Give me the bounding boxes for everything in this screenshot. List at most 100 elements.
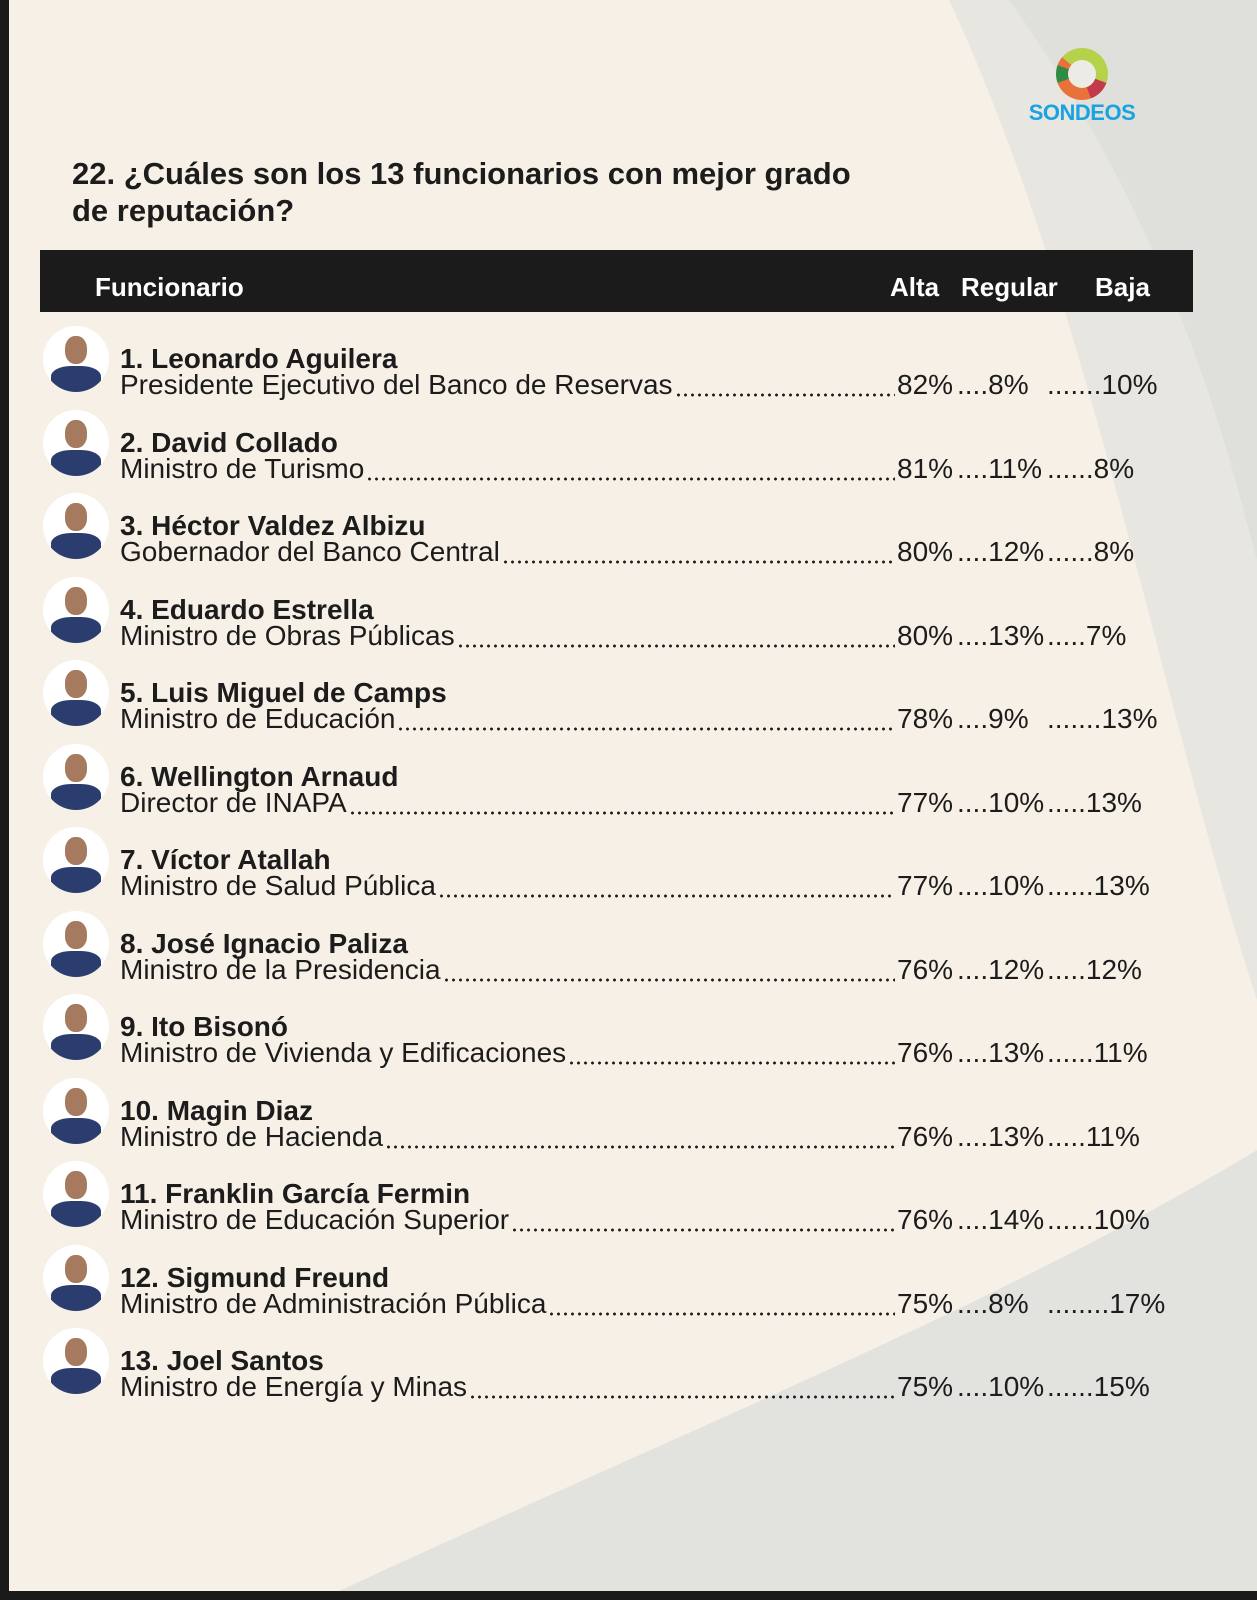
official-name: 9. Ito Bisonó [120, 1011, 288, 1042]
official-name: 6. Wellington Arnaud [120, 760, 399, 792]
table-row: 7. Víctor Atallah Ministro de Salud Públ… [43, 827, 1193, 907]
official-name: 11. Franklin García Fermin [120, 1178, 471, 1209]
question-title: 22. ¿Cuáles son los 13 funcionarios con … [72, 156, 851, 228]
table-row: 10. Magin Diaz Ministro de Hacienda 76% … [43, 1077, 1193, 1158]
dot-leader [366, 453, 895, 484]
sondeos-logo: SONDEOS [1012, 48, 1152, 126]
dot-leader [442, 954, 895, 985]
official-stats: Ministro de Educación Superior 76% ....1… [120, 1205, 1170, 1235]
official-role: Ministro de Energía y Minas [120, 1371, 468, 1402]
logo-ring-icon [1056, 48, 1108, 100]
alta-value: 77% [897, 870, 954, 901]
official-stats: Presidente Ejecutivo del Banco de Reserv… [120, 370, 1170, 400]
baja-value: .....12% [1047, 953, 1142, 985]
official-photo [43, 994, 109, 1060]
table-row: 11. Franklin García Fermin Ministro de E… [43, 1161, 1193, 1241]
official-name: 8. José Ignacio Paliza [120, 927, 408, 959]
official-stats: Ministro de Educación 78% ....9% .......… [120, 704, 1170, 734]
official-stats: Ministro de Turismo 81% ....11% ......8% [120, 452, 1170, 484]
alta-value: 81% [897, 452, 954, 484]
alta-value: 75% [897, 1371, 954, 1402]
official-photo [43, 743, 109, 810]
regular-value: ....13% [957, 619, 1045, 651]
baja-value: .......10% [1047, 369, 1158, 400]
official-role: Ministro de Salud Pública [120, 870, 436, 901]
alta-value: 76% [897, 1037, 954, 1068]
official-name: 5. Luis Miguel de Camps [120, 677, 447, 708]
official-stats: Ministro de Salud Pública 77% ....10% ..… [120, 871, 1170, 901]
table-row: 9. Ito Bisonó Ministro de Vivienda y Edi… [43, 994, 1193, 1074]
official-name: 3. Héctor Valdez Albizu [120, 510, 426, 541]
official-role: Ministro de la Presidencia [120, 953, 441, 985]
table-row: 6. Wellington Arnaud Director de INAPA 7… [43, 743, 1193, 824]
dot-leader [568, 1038, 895, 1068]
header-alta: Alta [890, 272, 940, 302]
official-role: Ministro de Educación [120, 703, 396, 734]
table-row: 12. Sigmund Freund Ministro de Administr… [43, 1244, 1193, 1325]
dot-leader [501, 537, 895, 567]
official-name: 7. Víctor Atallah [120, 844, 331, 875]
table-row: 4. Eduardo Estrella Ministro de Obras Pú… [43, 576, 1193, 657]
regular-value: ....10% [957, 870, 1045, 901]
regular-value: ....14% [957, 1204, 1045, 1235]
header-funcionario: Funcionario [95, 272, 244, 302]
baja-value: ......8% [1047, 452, 1135, 484]
alta-value: 76% [897, 953, 954, 985]
dot-leader [511, 1205, 895, 1235]
dot-leader [385, 1121, 895, 1152]
baja-value: ......8% [1047, 536, 1135, 567]
alta-value: 77% [897, 786, 954, 818]
alta-value: 76% [897, 1204, 954, 1235]
dot-leader [674, 370, 895, 400]
official-role: Presidente Ejecutivo del Banco de Reserv… [120, 369, 673, 400]
dot-leader [548, 1288, 895, 1319]
official-stats: Ministro de la Presidencia 76% ....12% .… [120, 953, 1170, 985]
regular-value: ....9% [957, 703, 1029, 734]
official-photo [43, 326, 109, 392]
official-name: 4. Eduardo Estrella [120, 593, 374, 625]
official-photo [43, 910, 109, 977]
regular-value: ....8% [957, 1287, 1029, 1319]
table-header: Funcionario Alta Regular Baja [40, 250, 1193, 312]
regular-value: ....8% [957, 369, 1029, 400]
official-stats: Ministro de Hacienda 76% ....13% .....11… [120, 1121, 1170, 1152]
table-row: 3. Héctor Valdez Albizu Gobernador del B… [43, 493, 1193, 573]
official-photo [43, 409, 109, 476]
dot-leader [456, 620, 895, 651]
regular-value: ....10% [957, 1371, 1045, 1402]
dot-leader [397, 704, 895, 734]
baja-value: ......11% [1047, 1037, 1148, 1068]
table-row: 1. Leonardo Aguilera Presidente Ejecutiv… [43, 326, 1193, 406]
official-stats: Ministro de Administración Pública 75% .… [120, 1287, 1170, 1319]
official-photo [43, 827, 109, 893]
regular-value: ....13% [957, 1037, 1045, 1068]
official-name: 10. Magin Diaz [120, 1094, 313, 1126]
official-stats: Director de INAPA 77% ....10% .....13% [120, 786, 1170, 818]
official-photo [43, 493, 109, 559]
regular-value: ....11% [957, 452, 1043, 484]
official-role: Ministro de Turismo [120, 452, 365, 484]
regular-value: ....12% [957, 953, 1045, 985]
infographic-page: SONDEOS 22. ¿Cuáles son los 13 funcionar… [9, 0, 1257, 1591]
baja-value: .....7% [1047, 619, 1127, 651]
table-row: 8. José Ignacio Paliza Ministro de la Pr… [43, 910, 1193, 991]
official-stats: Ministro de Obras Públicas 80% ....13% .… [120, 619, 1170, 651]
official-name: 12. Sigmund Freund [120, 1261, 390, 1293]
alta-value: 80% [897, 619, 954, 651]
logo-text: SONDEOS [1028, 100, 1136, 125]
baja-value: ......13% [1047, 870, 1150, 901]
official-role: Gobernador del Banco Central [120, 536, 500, 567]
alta-value: 78% [897, 703, 954, 734]
official-photo [43, 1244, 109, 1311]
alta-value: 75% [897, 1287, 954, 1319]
baja-value: ......10% [1047, 1204, 1150, 1235]
official-role: Ministro de Obras Públicas [120, 619, 455, 651]
official-photo [43, 1161, 109, 1227]
official-stats: Ministro de Vivienda y Edificaciones 76%… [120, 1038, 1170, 1068]
official-photo [43, 1328, 109, 1394]
official-name: 13. Joel Santos [120, 1345, 324, 1376]
baja-value: .......13% [1047, 703, 1158, 734]
official-role: Director de INAPA [120, 786, 347, 818]
official-role: Ministro de Educación Superior [120, 1204, 510, 1235]
official-role: Ministro de Vivienda y Edificaciones [120, 1037, 567, 1068]
